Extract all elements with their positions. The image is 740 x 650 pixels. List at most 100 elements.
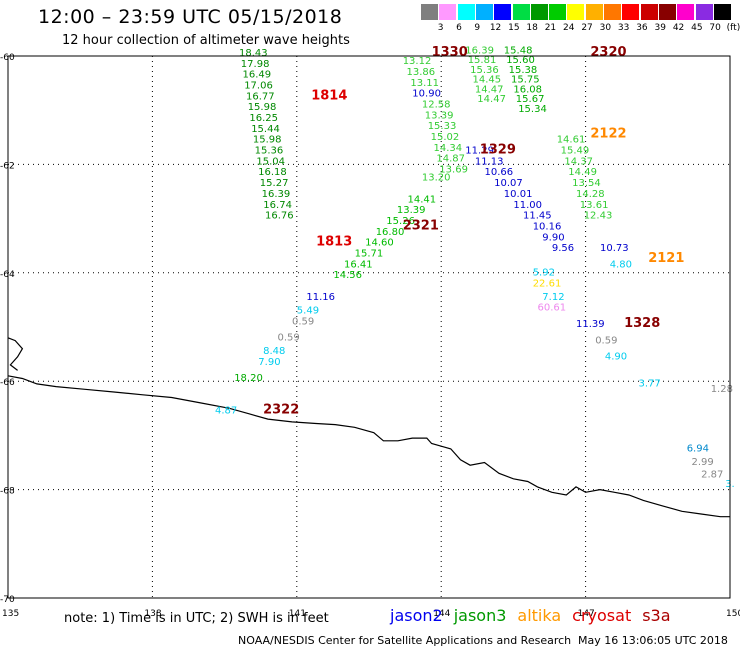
pass-time-label: 2320 [590,45,626,60]
satellite-legend: jason2 jason3 altika cryosat s3a [390,606,682,625]
wave-height-reading: 11.13 [475,156,504,167]
scale-label: 3 [437,23,444,33]
legend-cryosat: cryosat [572,606,632,625]
wave-height-reading: 12.43 [584,211,613,222]
wave-height-reading: 13.39 [397,205,426,216]
antarctic-coastline [7,375,730,518]
wave-height-reading: 4.90 [605,352,627,363]
pass-time-label: 1330 [432,45,468,60]
wave-height-reading: 15.36 [255,146,284,157]
scale-swatch [567,4,585,20]
footnote: note: 1) Time is in UTC; 2) SWH is in fe… [64,611,329,626]
scale-swatch [475,4,493,20]
wave-height-reading: 13.20 [422,173,451,184]
wave-height-reading: 16.25 [249,113,278,124]
wave-height-reading: 16.39 [465,45,494,56]
wave-height-reading: 7.12 [542,292,564,303]
coastline-fragment [7,337,24,371]
wave-height-reading: 13.86 [407,67,436,78]
pass-time-label: 2122 [590,126,626,141]
wave-height-reading: 10.73 [600,243,629,254]
scale-swatch [494,4,512,20]
lat-tick-label: -66 [0,378,15,388]
wave-height-reading: 14.61 [557,135,586,146]
wave-height-reading: 15.98 [248,102,277,113]
wave-height-reading: 13.11 [410,78,439,89]
wave-height-reading: 14.56 [333,270,362,281]
wave-height-reading: 15.33 [428,121,457,132]
wave-height-reading: 0.59 [278,333,300,344]
wave-height-reading: 0.59 [595,335,617,346]
scale-swatch [622,4,640,20]
wave-height-reading: 4.87 [215,406,237,417]
pass-time-label: 1813 [316,235,352,250]
scale-swatch [585,4,603,20]
scale-label: 36 [636,23,648,33]
wave-height-reading: 18.20 [234,373,263,384]
lat-tick-label: -62 [0,161,15,171]
scale-swatch [677,4,695,20]
scale-swatch [604,4,621,20]
wave-height-reading: 10.07 [494,178,523,189]
wave-height-reading: 12.58 [422,100,451,111]
wave-height-reading: 14.47 [475,84,504,95]
scale-label: 30 [599,23,612,33]
wave-height-reading: 16.41 [344,259,373,270]
scale-label: 42 [672,23,685,33]
map-frame [7,55,731,599]
lon-tick-label: 135 [2,609,19,619]
wave-height-reading: 13.39 [425,110,454,121]
scale-swatch [695,4,713,20]
lon-tick-label: 141 [289,609,306,619]
scale-label: 18 [526,23,538,33]
wave-height-reading: 11.45 [523,211,552,222]
wave-height-reading: 16.80 [376,227,405,238]
page-subtitle: 12 hour collection of altimeter wave hei… [62,33,350,48]
wave-height-reading: 15.34 [518,104,547,115]
wave-height-reading: 17.98 [241,59,270,70]
scale-swatch [549,4,567,20]
lon-tick-label: 150 [726,609,740,619]
scale-swatch [530,4,548,20]
legend-jason3: jason3 [453,606,507,625]
lat-tick-label: -68 [0,487,15,497]
scale-label: 39 [654,23,666,33]
scale-swatch [512,4,530,20]
wave-height-reading: 2.99 [692,457,714,468]
wave-height-reading: 17.06 [244,81,273,92]
wave-height-reading: 15.48 [504,45,533,56]
scale-label: (ft) [726,23,740,33]
legend-s3a: s3a [642,606,671,625]
lat-tick-label: -64 [0,270,15,280]
wave-height-reading: 60.61 [538,303,567,314]
wave-height-reading: 2.87 [701,470,723,481]
scale-swatch [658,4,676,20]
wave-height-reading: 16.08 [513,84,542,95]
wave-height-reading: 15.27 [260,178,289,189]
wave-height-reading: 16.49 [243,70,272,81]
wave-height-reading: 15.38 [509,65,538,76]
wave-height-reading: 16.74 [263,200,292,211]
wave-height-reading: 22.61 [533,278,562,289]
wave-height-reading: 14.37 [564,156,593,167]
wave-height-reading: 5.49 [297,305,319,316]
wave-height-reading: 15.60 [506,55,535,66]
wave-height-reading: 15.36 [470,65,499,76]
scale-label: 70 [709,23,721,33]
wave-height-reading: 13.61 [580,200,609,211]
wave-height-reading: 15.02 [431,132,460,143]
wave-height-reading: 3.77 [639,379,661,390]
wave-height-reading: 16.39 [262,189,291,200]
scale-label: 24 [563,23,575,33]
wave-height-reading: 14.60 [365,238,394,249]
wave-height-reading: 4.80 [610,259,632,270]
wave-height-reading: 14.47 [477,94,506,105]
lat-tick-label: -70 [0,595,15,605]
wave-height-reading: 13.69 [439,165,468,176]
scale-swatch [640,4,658,20]
scale-swatch [439,4,457,20]
wave-height-reading: 9.56 [552,243,574,254]
scale-swatch [457,4,475,20]
scale-label: 45 [691,23,703,33]
